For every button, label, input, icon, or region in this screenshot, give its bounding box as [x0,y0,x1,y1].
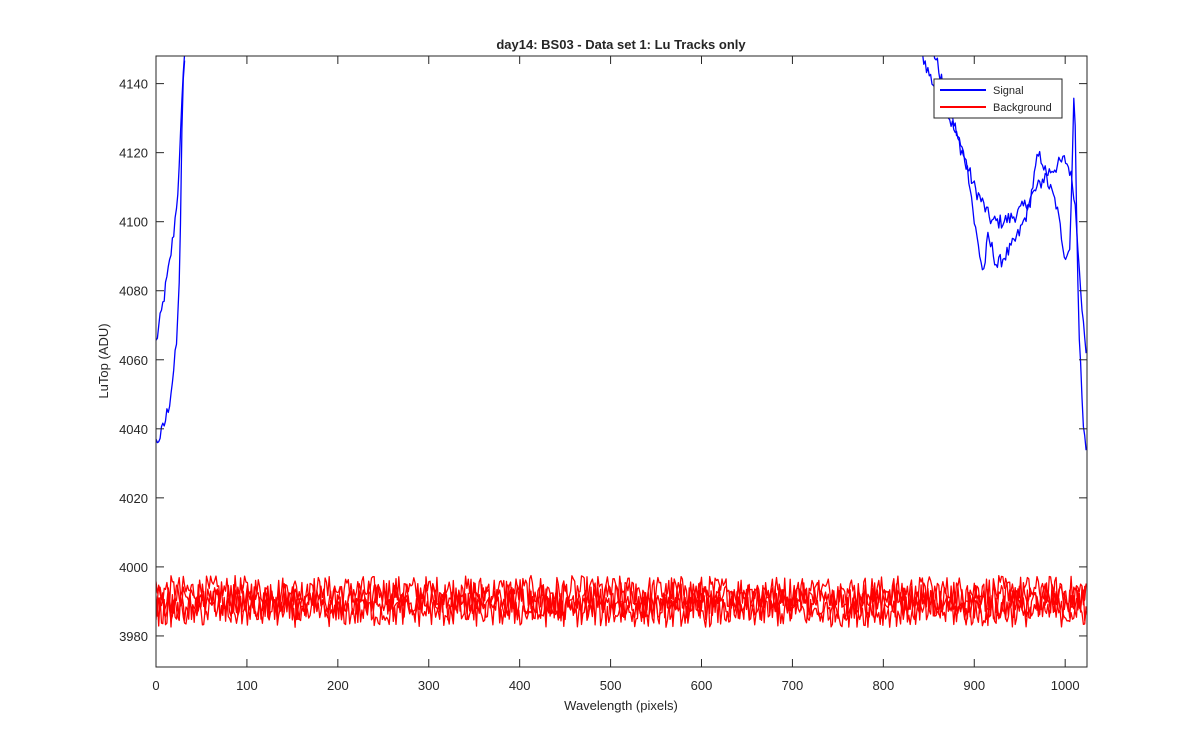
y-tick-label: 4100 [119,215,148,230]
y-tick-label: 4120 [119,146,148,161]
axes-box [155,55,1088,668]
x-tick-label: 0 [152,678,159,693]
y-tick-label: 3980 [119,629,148,644]
legend-box [933,78,1063,119]
x-tick-label: 100 [236,678,258,693]
x-tick-label: 500 [600,678,622,693]
series-signal-trace-2 [156,60,186,444]
y-tick-label: 4060 [119,353,148,368]
series-background-trace-3 [156,588,1087,622]
legend-label-background: Background [993,102,1052,114]
x-tick-label: 600 [691,678,713,693]
x-tick-label: 300 [418,678,440,693]
plot-area [156,56,1087,667]
x-tick-label: 700 [782,678,804,693]
y-tick-label: 4140 [119,77,148,92]
y-tick-label: 4080 [119,284,148,299]
legend-label-signal: Signal [993,85,1024,97]
series-signal-trace-1 [156,56,186,341]
y-tick-label: 4040 [119,422,148,437]
x-axis-label: Wavelength (pixels) [564,698,678,713]
chart-title: day14: BS03 - Data set 1: Lu Tracks only [496,37,746,52]
y-tick-label: 4020 [119,491,148,506]
series-signal-trace-4 [933,56,1087,451]
x-tick-label: 900 [963,678,985,693]
x-tick-label: 200 [327,678,349,693]
x-tick-label: 400 [509,678,531,693]
tick-layer: 0 100 200 300 400 500 600 700 800 900 1000 3980 4000… [119,56,1087,693]
y-axis-label: LuTop (ADU) [96,323,111,398]
y-tick-label: 4000 [119,560,148,575]
x-tick-label: 800 [872,678,894,693]
series-background-trace-2 [156,581,1087,615]
x-tick-label: 1000 [1051,678,1080,693]
series-background-trace-4 [156,595,1087,628]
legend: Signal Background [933,78,1063,119]
